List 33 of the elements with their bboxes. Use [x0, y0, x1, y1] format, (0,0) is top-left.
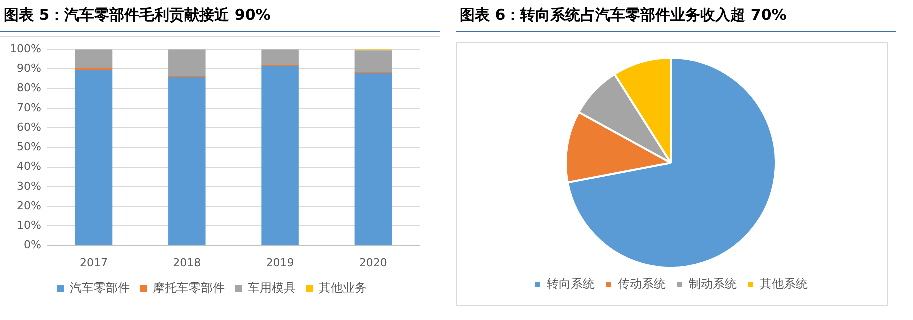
- x-tick-label: 2019: [266, 256, 294, 270]
- bar: [168, 77, 206, 246]
- x-tick-label: 2020: [359, 256, 388, 270]
- y-tick-label: 30%: [16, 180, 42, 193]
- x-tick-label: 2017: [80, 256, 108, 270]
- bar: [262, 66, 299, 246]
- legend-label: 其他业务: [319, 281, 367, 296]
- bar: [168, 50, 206, 76]
- legend-label: 制动系统: [689, 277, 737, 292]
- chart-title: 图表 6：转向系统占汽车零部件业务收入超 70%: [456, 0, 896, 32]
- y-tick-label: 60%: [16, 120, 42, 134]
- y-tick-label: 90%: [16, 62, 42, 76]
- y-tick-label: 50%: [16, 140, 42, 154]
- legend-label: 汽车零部件: [70, 281, 130, 296]
- y-tick-label: 80%: [16, 82, 42, 95]
- bar: [75, 70, 113, 246]
- bar: [262, 50, 299, 66]
- y-tick-label: 0%: [24, 238, 42, 252]
- bar: [75, 50, 113, 68]
- y-tick-label: 100%: [10, 42, 42, 56]
- y-tick-label: 70%: [16, 101, 42, 114]
- y-tick-label: 10%: [16, 219, 42, 232]
- legend-label: 摩托车零部件: [153, 281, 225, 296]
- legend-label: 其他系统: [760, 277, 808, 292]
- legend-label: 传动系统: [618, 277, 666, 292]
- y-tick-label: 40%: [16, 160, 42, 174]
- x-tick-label: 2018: [173, 256, 202, 270]
- bar: [354, 50, 392, 72]
- chart-title: 图表 5：汽车零部件毛利贡献接近 90%: [0, 0, 440, 32]
- bar: [354, 73, 392, 246]
- legend-label: 车用模具: [248, 281, 296, 296]
- legend-label: 转向系统: [547, 277, 595, 292]
- y-tick-label: 20%: [16, 199, 42, 212]
